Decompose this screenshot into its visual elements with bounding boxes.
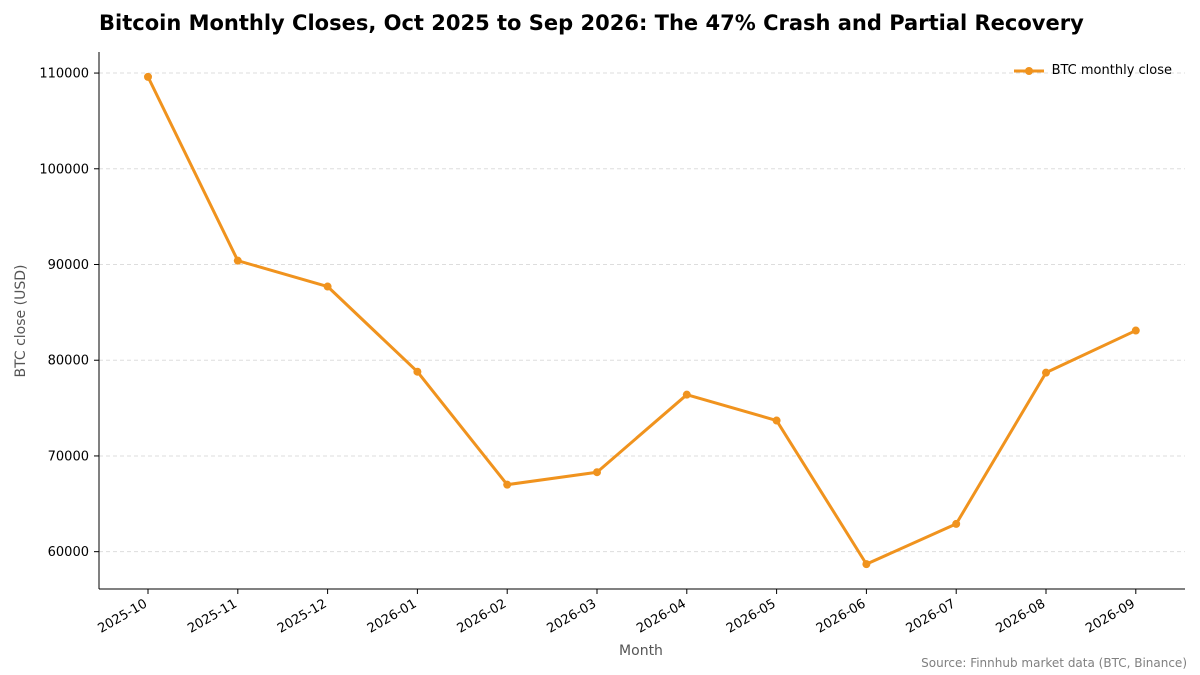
data-point	[1131, 326, 1140, 335]
series-line	[146, 75, 1138, 566]
series-layer	[144, 72, 1140, 569]
gridlines	[99, 72, 1185, 553]
y-tick-label: 80000	[48, 354, 89, 369]
data-point	[772, 416, 781, 425]
y-tick-label: 110000	[39, 67, 89, 82]
data-point	[413, 367, 422, 376]
x-tick-label: 2026-08	[993, 596, 1048, 636]
y-axis-ticks: 60000 70000 80000 90000 100000 110000	[39, 67, 99, 560]
x-axis-label: Month	[619, 643, 663, 659]
y-axis-label: BTC close (USD)	[13, 264, 29, 378]
x-tick-label: 2026-04	[634, 596, 689, 636]
data-point	[323, 282, 332, 291]
data-point	[503, 480, 512, 489]
x-tick-label: 2026-03	[544, 596, 599, 636]
y-tick-label: 60000	[48, 545, 89, 560]
legend-label: BTC monthly close	[1051, 63, 1172, 78]
chart-title: Bitcoin Monthly Closes, Oct 2025 to Sep …	[99, 11, 1084, 35]
x-tick-label: 2026-05	[724, 596, 779, 636]
data-point	[862, 560, 871, 569]
x-tick-label: 2026-06	[814, 596, 869, 636]
x-axis-ticks: 2025-10 2025-11 2025-12 2026-01 2026-02 2026-…	[95, 589, 1138, 637]
data-point	[952, 519, 961, 528]
x-tick-label: 2026-01	[365, 596, 420, 636]
data-point	[682, 390, 691, 399]
x-tick-label: 2025-12	[275, 596, 330, 636]
y-tick-label: 100000	[39, 162, 89, 177]
x-tick-label: 2026-09	[1083, 596, 1138, 636]
data-point	[593, 468, 601, 477]
y-tick-label: 70000	[48, 449, 89, 464]
data-point	[1042, 368, 1050, 377]
source-note: Source: Finnhub market data (BTC, Binanc…	[921, 656, 1187, 670]
data-point	[233, 256, 242, 265]
x-tick-label: 2026-07	[904, 596, 959, 636]
x-tick-label: 2026-02	[455, 596, 510, 636]
y-tick-label: 90000	[48, 258, 89, 273]
axes	[98, 52, 1185, 590]
legend-line-marker-icon	[1013, 66, 1044, 75]
x-tick-label: 2025-10	[95, 596, 150, 636]
legend: BTC monthly close	[1013, 63, 1172, 78]
data-point	[144, 72, 152, 81]
x-tick-label: 2025-11	[185, 596, 240, 636]
